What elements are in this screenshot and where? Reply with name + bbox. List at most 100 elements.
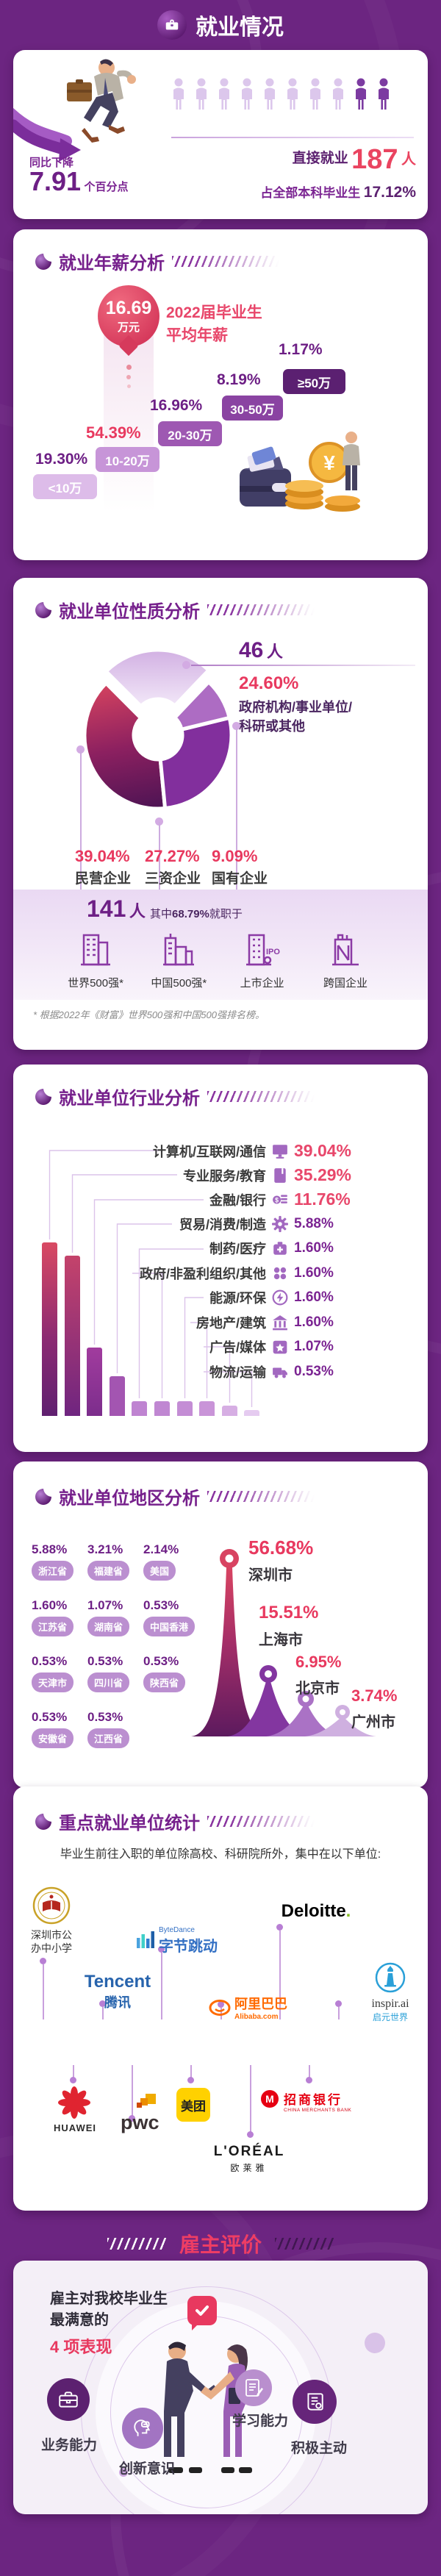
trait-label-proactive: 积极主动 <box>291 2441 348 2456</box>
energy-icon <box>272 1289 288 1306</box>
region-pct: 0.53% <box>87 1654 123 1668</box>
cmb-en: CHINA MERCHANTS BANK <box>284 2108 352 2113</box>
industry-row: 能源/环保 1.60% <box>97 1288 347 1307</box>
book-icon <box>274 1167 286 1183</box>
money-illustration: ¥ <box>240 432 360 512</box>
industry-row: 制药/医疗 1.60% <box>97 1239 347 1258</box>
region-pct: 0.53% <box>32 1654 68 1668</box>
briefcase-outline-icon <box>59 2391 78 2408</box>
band-item-fortune500: 世界500强* <box>59 931 132 990</box>
band-item-label: 跨国企业 <box>323 977 368 990</box>
region-pct: 1.07% <box>87 1598 123 1612</box>
badge-unit: 人 <box>157 2043 166 2053</box>
trait-circle-proactive <box>293 2380 337 2424</box>
running-graduate-illustration <box>67 59 136 143</box>
average-salary-caption: 2022届毕业生 平均年薪 <box>166 301 262 347</box>
badge-count: 4 <box>247 2031 254 2044</box>
region-item: 3.21% 福建省 <box>87 1542 143 1581</box>
salary-step-50plus: ≥50万 <box>283 369 345 394</box>
sphere-icon <box>35 1812 52 1830</box>
band-pre: 其中 <box>150 908 173 920</box>
hatch-decoration <box>207 1491 318 1502</box>
decline-arrow-icon <box>13 108 81 162</box>
logo-pwc: pwc <box>121 2094 165 2133</box>
ipo-text: IPO <box>266 948 280 956</box>
evaluation-highlight: 4 项表现 <box>50 2338 112 2356</box>
industry-section-title: 就业单位行业分析 <box>59 1089 200 1109</box>
callout-dot <box>155 817 163 826</box>
organization-icon <box>273 1267 287 1280</box>
industry-label: 广告/媒体 <box>209 1340 266 1355</box>
band-item-multinational: 跨国企业 <box>309 931 382 990</box>
badge-unit: 人 <box>276 2043 284 2053</box>
region-pill: 湖南省 <box>87 1617 130 1636</box>
industry-label: 房地产/建筑 <box>196 1316 266 1331</box>
industry-bar <box>42 1242 57 1416</box>
count-badge: 10 人 <box>64 2019 83 2065</box>
evaluation-card: 雇主对我校毕业生 最满意的 4 项表现 业务能力 创新意识 <box>13 2261 428 2514</box>
industry-bar <box>199 1401 215 1416</box>
key-employers-section-header: 重点就业单位统计 <box>35 1808 318 1834</box>
decline-stat: 7.91 个百分点 <box>29 166 129 197</box>
peak-shenzhen <box>191 1567 268 1736</box>
medical-icon <box>273 1242 287 1255</box>
connector-stem <box>102 2007 104 2019</box>
direct-unit: 人 <box>401 151 416 168</box>
badge-count: 8 <box>129 2031 136 2044</box>
school-name-line2: 办中小学 <box>31 1942 72 1954</box>
evaluation-section-header: 雇主评价 <box>0 2229 441 2258</box>
employer-type-card: 就业单位性质分析 46 人 24.60% <box>13 578 428 1050</box>
connector-stem <box>309 2065 310 2078</box>
region-item: 5.88% 浙江省 <box>32 1542 87 1581</box>
callout-dot <box>232 722 240 730</box>
region-item: 1.07% 湖南省 <box>87 1598 143 1636</box>
school-name-line1: 深圳市公 <box>31 1929 72 1941</box>
person-icon <box>333 78 343 110</box>
cmb-cn: 招商银行 <box>284 2093 343 2107</box>
hatch-decoration <box>207 1091 318 1102</box>
trait-circle-business <box>47 2378 90 2421</box>
peak-beijing <box>266 1706 343 1736</box>
connector-dot <box>158 1946 165 1953</box>
region-item: 0.53% 天津市 <box>32 1654 87 1692</box>
region-minor-grid: 5.88% 浙江省 3.21% 福建省 2.14% 美国 1.60% 江苏省 1.07%… <box>32 1542 211 1748</box>
employer-type-section-title: 就业单位性质分析 <box>59 602 200 622</box>
connector-stem <box>161 1953 162 2019</box>
region-pct: 3.21% <box>87 1542 123 1556</box>
region-mountain-chart: 56.68% 深圳市 15.51% 上海市 6.95% 北京市 3.74% 广州… <box>184 1536 426 1750</box>
connector-dot <box>335 2000 342 2007</box>
region-section-header: 就业单位地区分析 <box>35 1484 318 1509</box>
sphere-icon <box>35 601 52 618</box>
band-count: 141 人 <box>87 895 146 923</box>
logo-alibaba: 阿里巴巴 Alibaba.com <box>209 1994 287 2021</box>
trait-label-learning: 学习能力 <box>232 2414 289 2429</box>
pie-slice-foreign <box>158 715 234 811</box>
connector-dot <box>187 2077 194 2083</box>
region-item: 0.53% 中国香港 <box>143 1598 211 1636</box>
salary-pct-50plus: 1.17% <box>279 341 323 358</box>
bytedance-icon <box>137 1931 154 1948</box>
band-items: 世界500强* 中国500强* IPO 上市企业 跨国企业 <box>59 931 382 990</box>
callout-line <box>191 665 415 666</box>
bank-icon <box>273 1315 287 1331</box>
shanghai-pct: 15.51% <box>259 1603 319 1622</box>
industry-pct: 1.60% <box>294 1240 334 1256</box>
band-count-value: 141 <box>87 895 126 922</box>
decline-value: 7.91 <box>29 166 82 196</box>
summary-card: 同比下降 7.91 个百分点 直接就业 187 人 占全部本科毕业生 17.12… <box>13 50 428 219</box>
divider <box>171 137 414 138</box>
building-ipo-icon: IPO <box>245 934 280 966</box>
foreign-pct: 27.27% <box>145 847 200 865</box>
badge-count: 4 <box>187 2031 195 2044</box>
connector-stem <box>279 1931 281 2019</box>
salary-step-20-30: 20-30万 <box>158 421 222 446</box>
industry-label: 计算机/互联网/通信 <box>152 1144 266 1159</box>
page-title: 就业情况 <box>196 15 284 40</box>
deloitte-green-dot: . <box>345 1901 351 1921</box>
document-pen-icon <box>245 2379 263 2397</box>
pie-slice-state <box>173 680 232 731</box>
person-icon <box>242 78 252 110</box>
industry-bar <box>65 1256 80 1416</box>
